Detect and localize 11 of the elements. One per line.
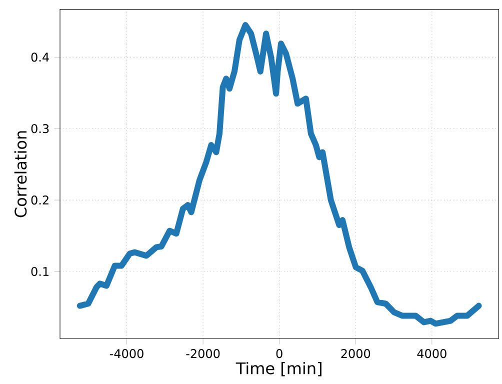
x-tick-label: 4000 xyxy=(417,349,446,358)
y-tick-label: 0.2 xyxy=(31,196,48,205)
x-tick-label: 2000 xyxy=(341,349,370,358)
y-axis-title: Correlation xyxy=(14,131,27,218)
y-tick-label: 0.3 xyxy=(31,124,49,134)
x-tick-label: -2000 xyxy=(186,349,220,358)
x-tick-label: 0 xyxy=(276,349,282,358)
x-axis-title: Time [min] xyxy=(236,362,322,376)
x-tick-label: -4000 xyxy=(110,349,144,358)
y-tick-label: 0.1 xyxy=(31,266,48,276)
y-tick-label: 0.4 xyxy=(31,52,49,62)
